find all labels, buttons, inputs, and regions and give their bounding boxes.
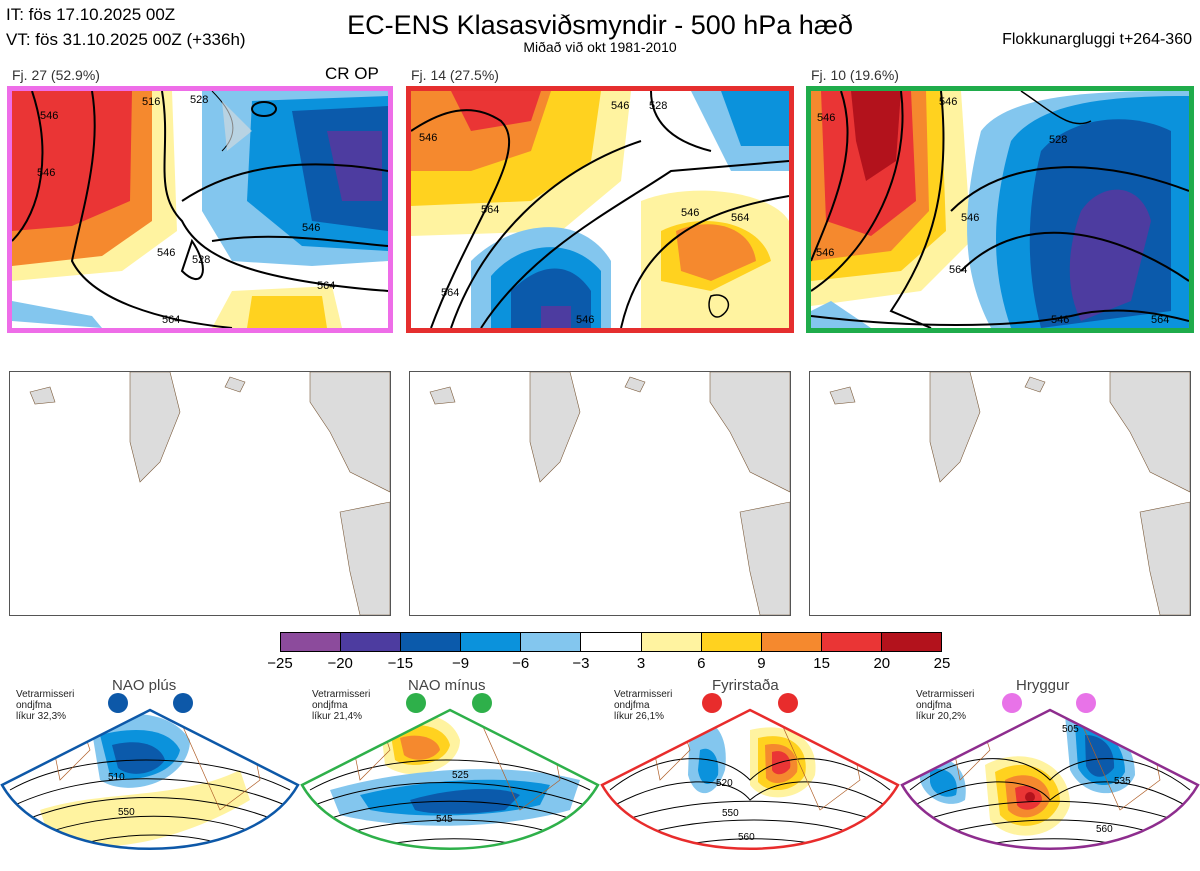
- regime-title: NAO plús: [112, 677, 177, 694]
- cluster-map-3: 546 528 546 546 564 546 546 564: [811, 91, 1189, 328]
- colorbar-segment: [520, 633, 581, 651]
- regime-map-ridge: 505 535 560: [900, 693, 1200, 850]
- contour-label: 535: [1114, 776, 1131, 787]
- contour-label: 564: [949, 264, 967, 276]
- contour-label: 520: [716, 778, 733, 789]
- contour-label: 546: [611, 100, 629, 112]
- cluster-1-label: Fj. 27 (52.9%): [12, 67, 100, 83]
- contour-label: 546: [302, 222, 320, 234]
- valid-time: VT: fös 31.10.2025 00Z (+336h): [6, 30, 246, 49]
- cluster-panel-1: 546 516 528 546 546 528 546 564 564: [7, 86, 393, 333]
- cluster-map-1: 546 516 528 546 546 528 546 564 564: [12, 91, 388, 328]
- colorbar-segment: [760, 633, 821, 651]
- contour-label: 546: [817, 112, 835, 124]
- regime-map-blocking: 520 550 560: [600, 693, 900, 850]
- contour-label: 528: [190, 94, 208, 106]
- colorbar-tick-label: 9: [757, 655, 766, 672]
- chart-title: EC-ENS Klasasviðsmyndir - 500 hPa hæð: [347, 10, 853, 40]
- regime-note: Vetrarmisseri ondjfma líkur 21,4%: [312, 689, 371, 722]
- regime-title: NAO mínus: [408, 677, 486, 694]
- colorbar-labels: −25 −20 −15 −9 −6 −3 3 6 9 15 20 25: [260, 655, 962, 675]
- colorbar-tick-label: 6: [697, 655, 706, 672]
- colorbar-segment: [700, 633, 761, 651]
- colorbar-segment: [580, 633, 641, 651]
- contour-label: 564: [317, 280, 335, 292]
- contour-label: 564: [481, 204, 499, 216]
- cluster-panel-2: 546 528 546 564 546 564 546 564: [406, 86, 794, 333]
- regime-title: Hryggur: [1016, 677, 1070, 694]
- empty-map-3: [809, 371, 1191, 616]
- contour-label: 510: [108, 772, 125, 783]
- contour-label: 546: [939, 96, 957, 108]
- contour-label: 525: [452, 770, 469, 781]
- colorbar-tick-label: 25: [933, 655, 951, 672]
- contour-label: 546: [816, 247, 834, 259]
- regime-title: Fyrirstaða: [712, 677, 779, 694]
- contour-label: 545: [436, 814, 453, 825]
- contour-label: 546: [961, 212, 979, 224]
- contour-label: 560: [738, 832, 755, 843]
- contour-label: 564: [441, 287, 459, 299]
- colorbar-segment: [281, 633, 341, 651]
- contour-label: 565: [446, 850, 463, 861]
- contour-label: 546: [681, 207, 699, 219]
- colorbar-tick-label: −20: [327, 655, 353, 672]
- cluster-3-label: Fj. 10 (19.6%): [811, 67, 899, 83]
- colorbar-tick-label: −6: [512, 655, 530, 672]
- colorbar-segment: [640, 633, 701, 651]
- colorbar-segment: [460, 633, 521, 651]
- regime-map-nao-minus: 525 545 565: [300, 693, 600, 861]
- colorbar-tick-label: −9: [451, 655, 470, 672]
- contour-label: 564: [1151, 314, 1169, 326]
- colorbar-segment: [820, 633, 881, 651]
- regime-note: Vetrarmisseri ondjfma líkur 32,3%: [16, 689, 75, 722]
- classification-window: Flokkunargluggi t+264-360: [1002, 31, 1192, 48]
- contour-label: 516: [142, 96, 160, 108]
- regime-blocking: Fyrirstaða Vetrarmisseri ondjfma líkur 26,…: [600, 675, 900, 871]
- colorbar-tick-label: 15: [813, 655, 830, 672]
- contour-label: 560: [1096, 824, 1113, 835]
- colorbar-tick-label: −25: [267, 655, 293, 672]
- contour-label: 546: [40, 110, 58, 122]
- colorbar-segment: [340, 633, 401, 651]
- contour-label: 564: [731, 212, 749, 224]
- initial-time: IT: fös 17.10.2025 00Z: [6, 5, 176, 24]
- regime-nao-plus: NAO plús Vetrarmisseri ondjfma líkur 32,3%…: [0, 675, 300, 871]
- empty-map-1: [9, 371, 391, 616]
- regime-nao-minus: NAO mínus Vetrarmisseri ondjfma líkur 21,4…: [300, 675, 600, 871]
- colorbar-tick-label: 3: [636, 655, 646, 672]
- colorbar: [280, 632, 942, 652]
- colorbar-tick-label: −15: [387, 655, 414, 672]
- regime-note: Vetrarmisseri ondjfma líkur 20,2%: [916, 689, 975, 722]
- contour-label: 550: [118, 807, 135, 818]
- chart-subtitle: Miðað við okt 1981-2010: [523, 39, 677, 55]
- regime-map-nao-plus: 510 550: [0, 693, 300, 850]
- contour-label: 546: [157, 247, 175, 259]
- cluster-map-2: 546 528 546 564 546 564 546 564: [411, 91, 789, 328]
- contour-label: 528: [1049, 134, 1067, 146]
- contour-label: 546: [1051, 314, 1069, 326]
- contour-label: 505: [1062, 724, 1079, 735]
- colorbar-segment: [400, 633, 461, 651]
- colorbar-tick-label: −3: [572, 655, 590, 672]
- contour-label: 528: [649, 100, 667, 112]
- contour-label: 546: [37, 167, 55, 179]
- cluster-panel-3: 546 528 546 546 564 546 546 564: [806, 86, 1194, 333]
- contour-label: 550: [722, 808, 739, 819]
- colorbar-segment: [880, 633, 942, 651]
- colorbar-tick-label: 20: [873, 655, 891, 672]
- regime-note: Vetrarmisseri ondjfma líkur 26,1%: [614, 689, 673, 722]
- contour-label: 546: [576, 314, 594, 326]
- contour-label: 564: [162, 314, 180, 326]
- regime-ridge: Hryggur Vetrarmisseri ondjfma líkur 20,2% …: [900, 675, 1200, 871]
- contour-label: 528: [192, 254, 210, 266]
- cluster-2-label: Fj. 14 (27.5%): [411, 67, 499, 83]
- cluster-1-tag: CR OP: [325, 64, 379, 83]
- contour-label: 546: [419, 132, 437, 144]
- empty-map-2: [409, 371, 791, 616]
